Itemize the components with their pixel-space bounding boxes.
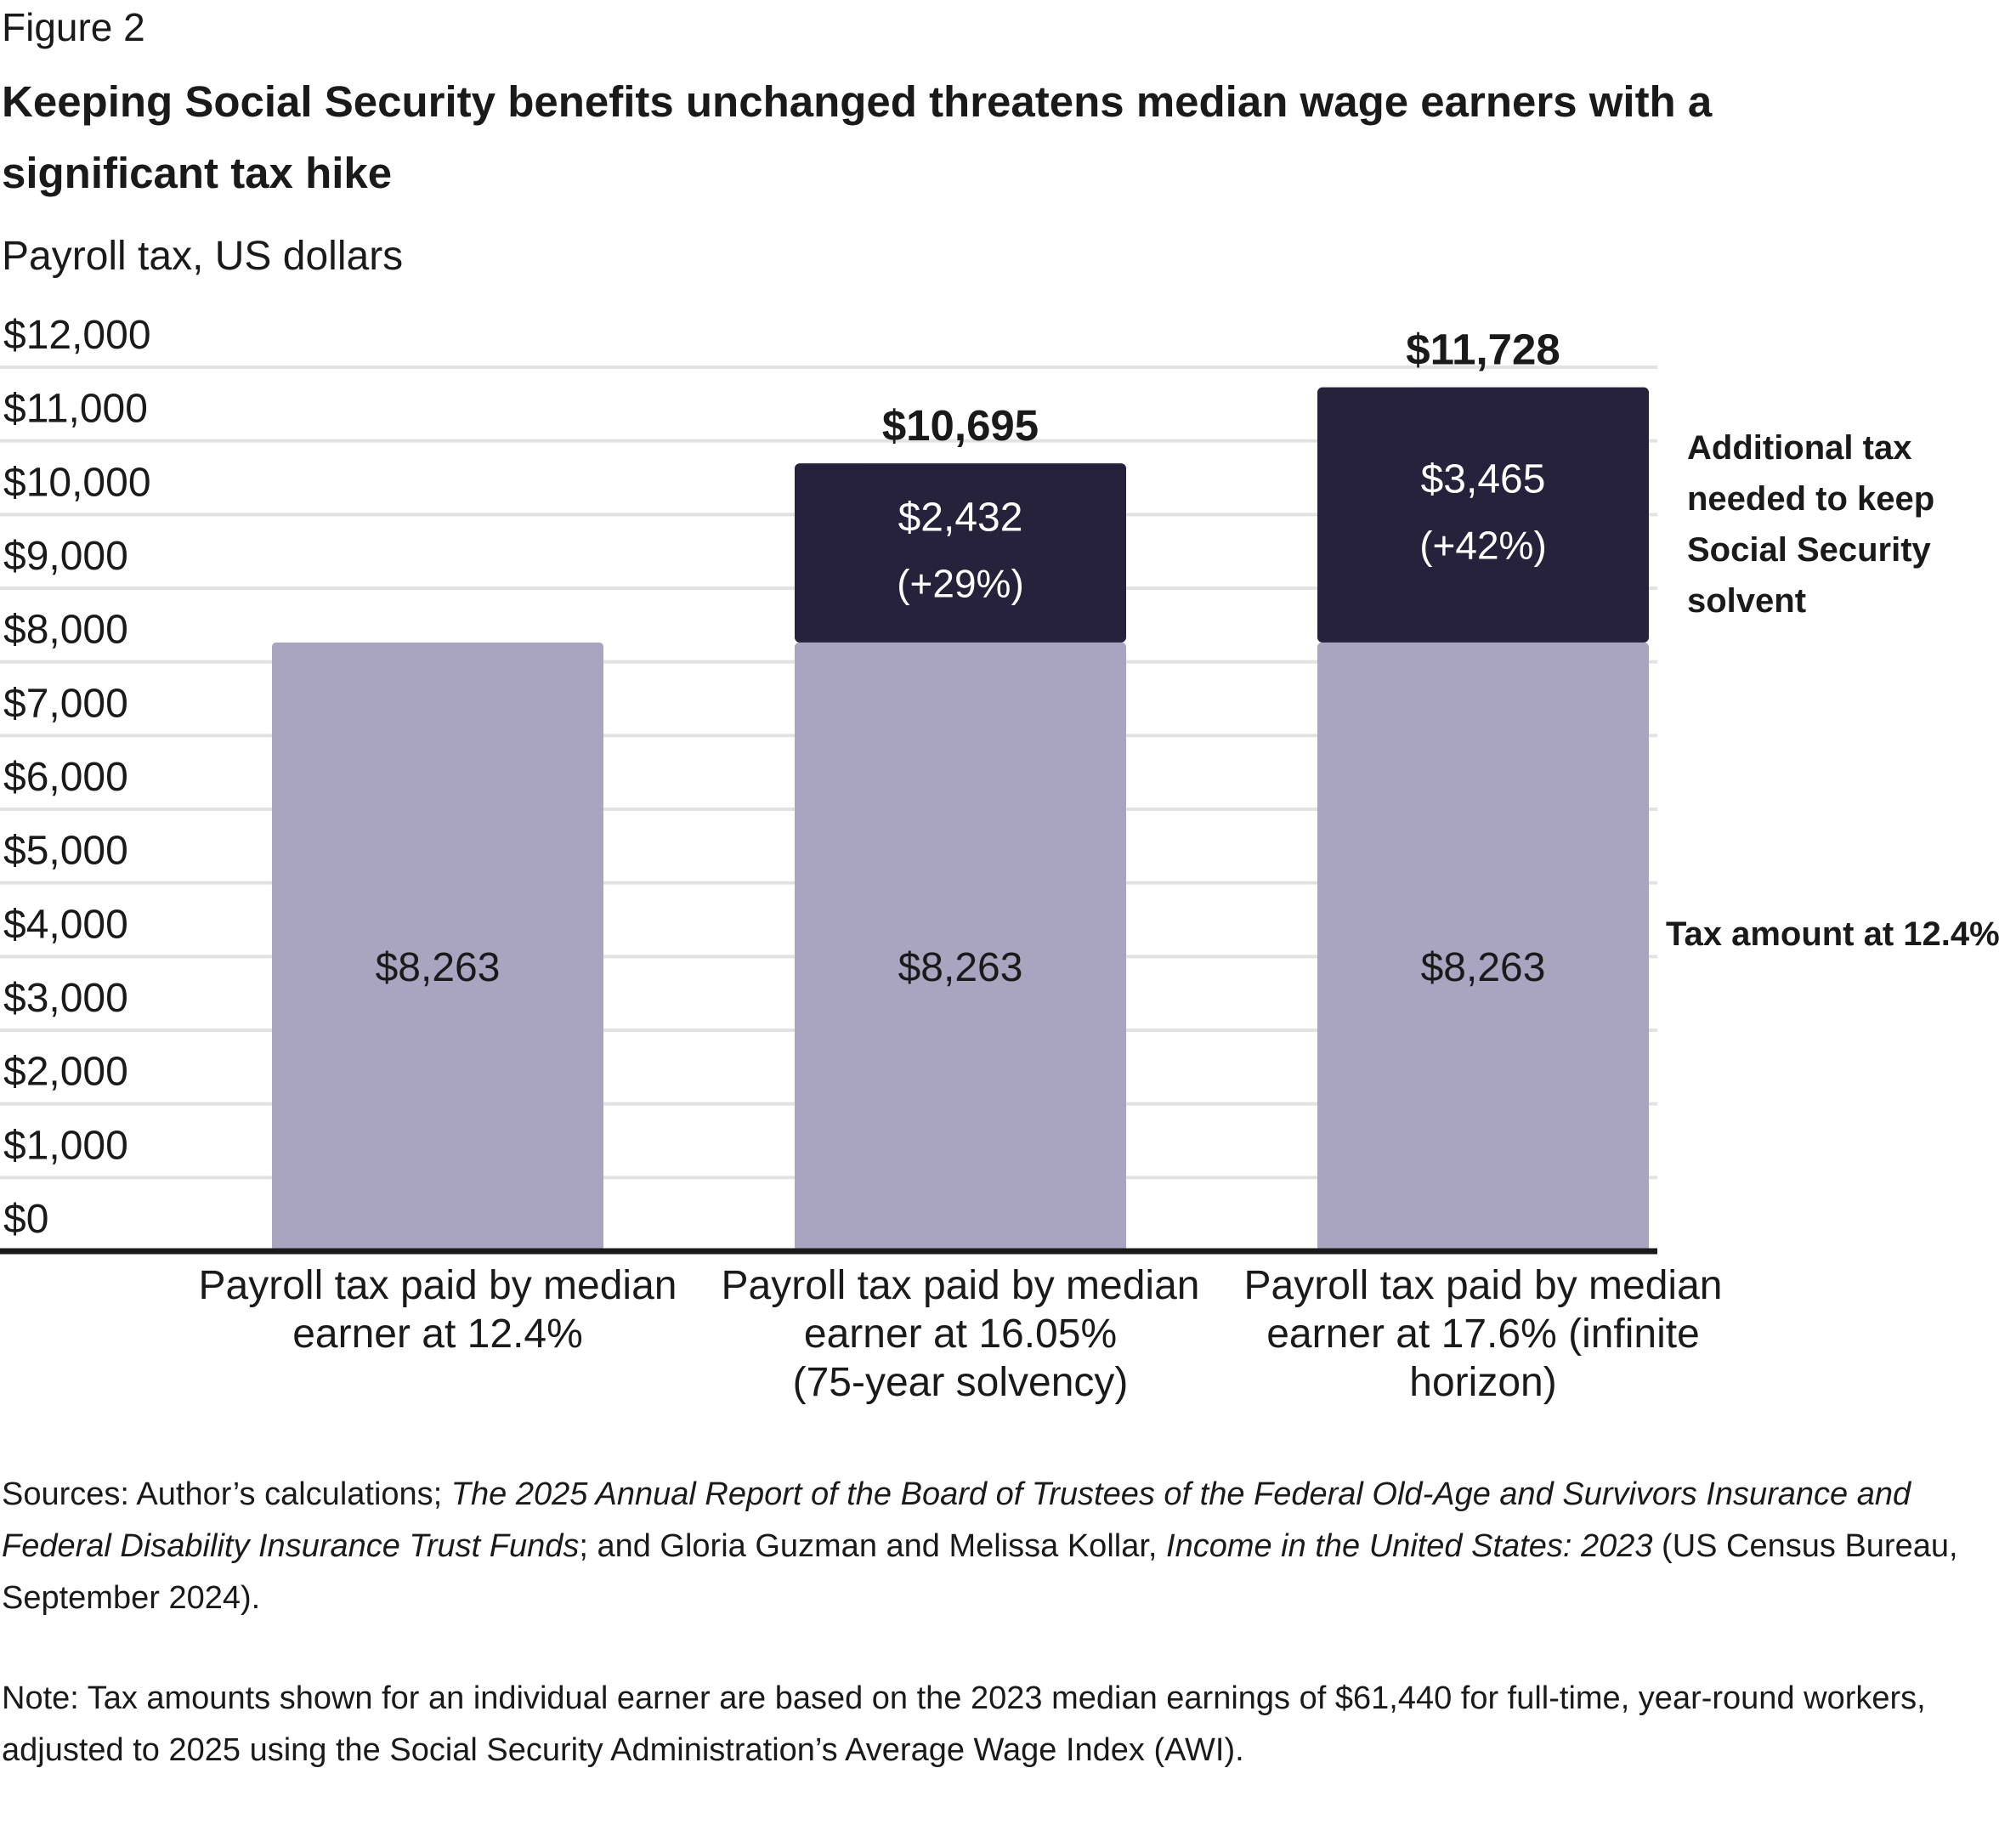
y-tick-label: $0 (3, 1197, 48, 1242)
chart-title: Keeping Social Security benefits unchang… (2, 77, 1713, 197)
x-category-label: Payroll tax paid by median (722, 1263, 1200, 1308)
y-tick-label: $10,000 (3, 460, 151, 505)
bar-total-label: $11,728 (1406, 326, 1560, 374)
sources-prefix: Sources: Author’s calculations; (2, 1476, 451, 1512)
legend-additional-tax: Additional tax (1687, 429, 1911, 467)
bar-additional-pct-label: (+29%) (897, 561, 1024, 605)
x-category-label: Payroll tax paid by median (1244, 1263, 1723, 1308)
y-tick-label: $12,000 (3, 313, 151, 358)
bar-base-label: $8,263 (898, 945, 1023, 990)
figure-label: Figure 2 (2, 5, 145, 49)
y-tick-label: $6,000 (3, 755, 128, 800)
y-tick-label: $5,000 (3, 829, 128, 874)
bar-additional-pct-label: (+42%) (1419, 524, 1547, 568)
y-tick-label: $11,000 (3, 387, 148, 432)
sources-suffix: (US Census Bureau, September 2024). (2, 1528, 1958, 1616)
y-tick-label: $8,000 (3, 608, 128, 653)
chart-subtitle: Payroll tax, US dollars (2, 234, 404, 279)
bar-base-label: $8,263 (376, 945, 501, 990)
legend-base-tax: Tax amount at 12.4% (1666, 915, 2000, 953)
x-category-label: earner at 16.05% (804, 1312, 1117, 1357)
bar-additional-label: $3,465 (1421, 457, 1546, 502)
bar-additional-segment (1317, 387, 1649, 643)
y-tick-label: $7,000 (3, 681, 128, 726)
bar-additional-segment (795, 463, 1126, 643)
bar-additional-label: $2,432 (898, 495, 1023, 540)
y-tick-label: $3,000 (3, 976, 128, 1021)
legend-additional-tax: needed to keep (1687, 480, 1934, 518)
y-tick-label: $4,000 (3, 902, 128, 947)
bar-base-segment (795, 642, 1126, 1251)
legend-additional-tax: solvent (1687, 582, 1806, 620)
x-category-label: horizon) (1409, 1360, 1556, 1405)
bar-base-label: $8,263 (1421, 945, 1546, 990)
bar-base-segment (272, 642, 603, 1251)
y-tick-label: $1,000 (3, 1123, 128, 1168)
sources-middle: ; and Gloria Guzman and Melissa Kollar, (579, 1528, 1167, 1564)
y-tick-label: $2,000 (3, 1050, 128, 1095)
legend-additional-tax: Social Security (1687, 531, 1932, 569)
x-category-label: earner at 12.4% (292, 1312, 583, 1357)
x-category-label: (75-year solvency) (793, 1360, 1129, 1405)
sources-census-title: Income in the United States: 2023 (1166, 1528, 1653, 1564)
x-category-label: Payroll tax paid by median (199, 1263, 677, 1308)
sources-report-title: The 2025 Annual Report of the Board of T… (2, 1476, 1911, 1564)
bar-base-segment (1317, 642, 1649, 1251)
sources-note: Sources: Author’s calculations; The 2025… (2, 1469, 1982, 1624)
y-tick-label: $9,000 (3, 534, 128, 579)
bar-total-label: $10,695 (882, 401, 1039, 450)
x-category-label: earner at 17.6% (infinite (1266, 1312, 1700, 1357)
footnote: Note: Tax amounts shown for an individua… (2, 1680, 1926, 1768)
stacked-bar-chart: $0 $1,000 $2,000 $3,000 $4,000 $5,000 $6,000 $7… (0, 313, 2000, 1405)
